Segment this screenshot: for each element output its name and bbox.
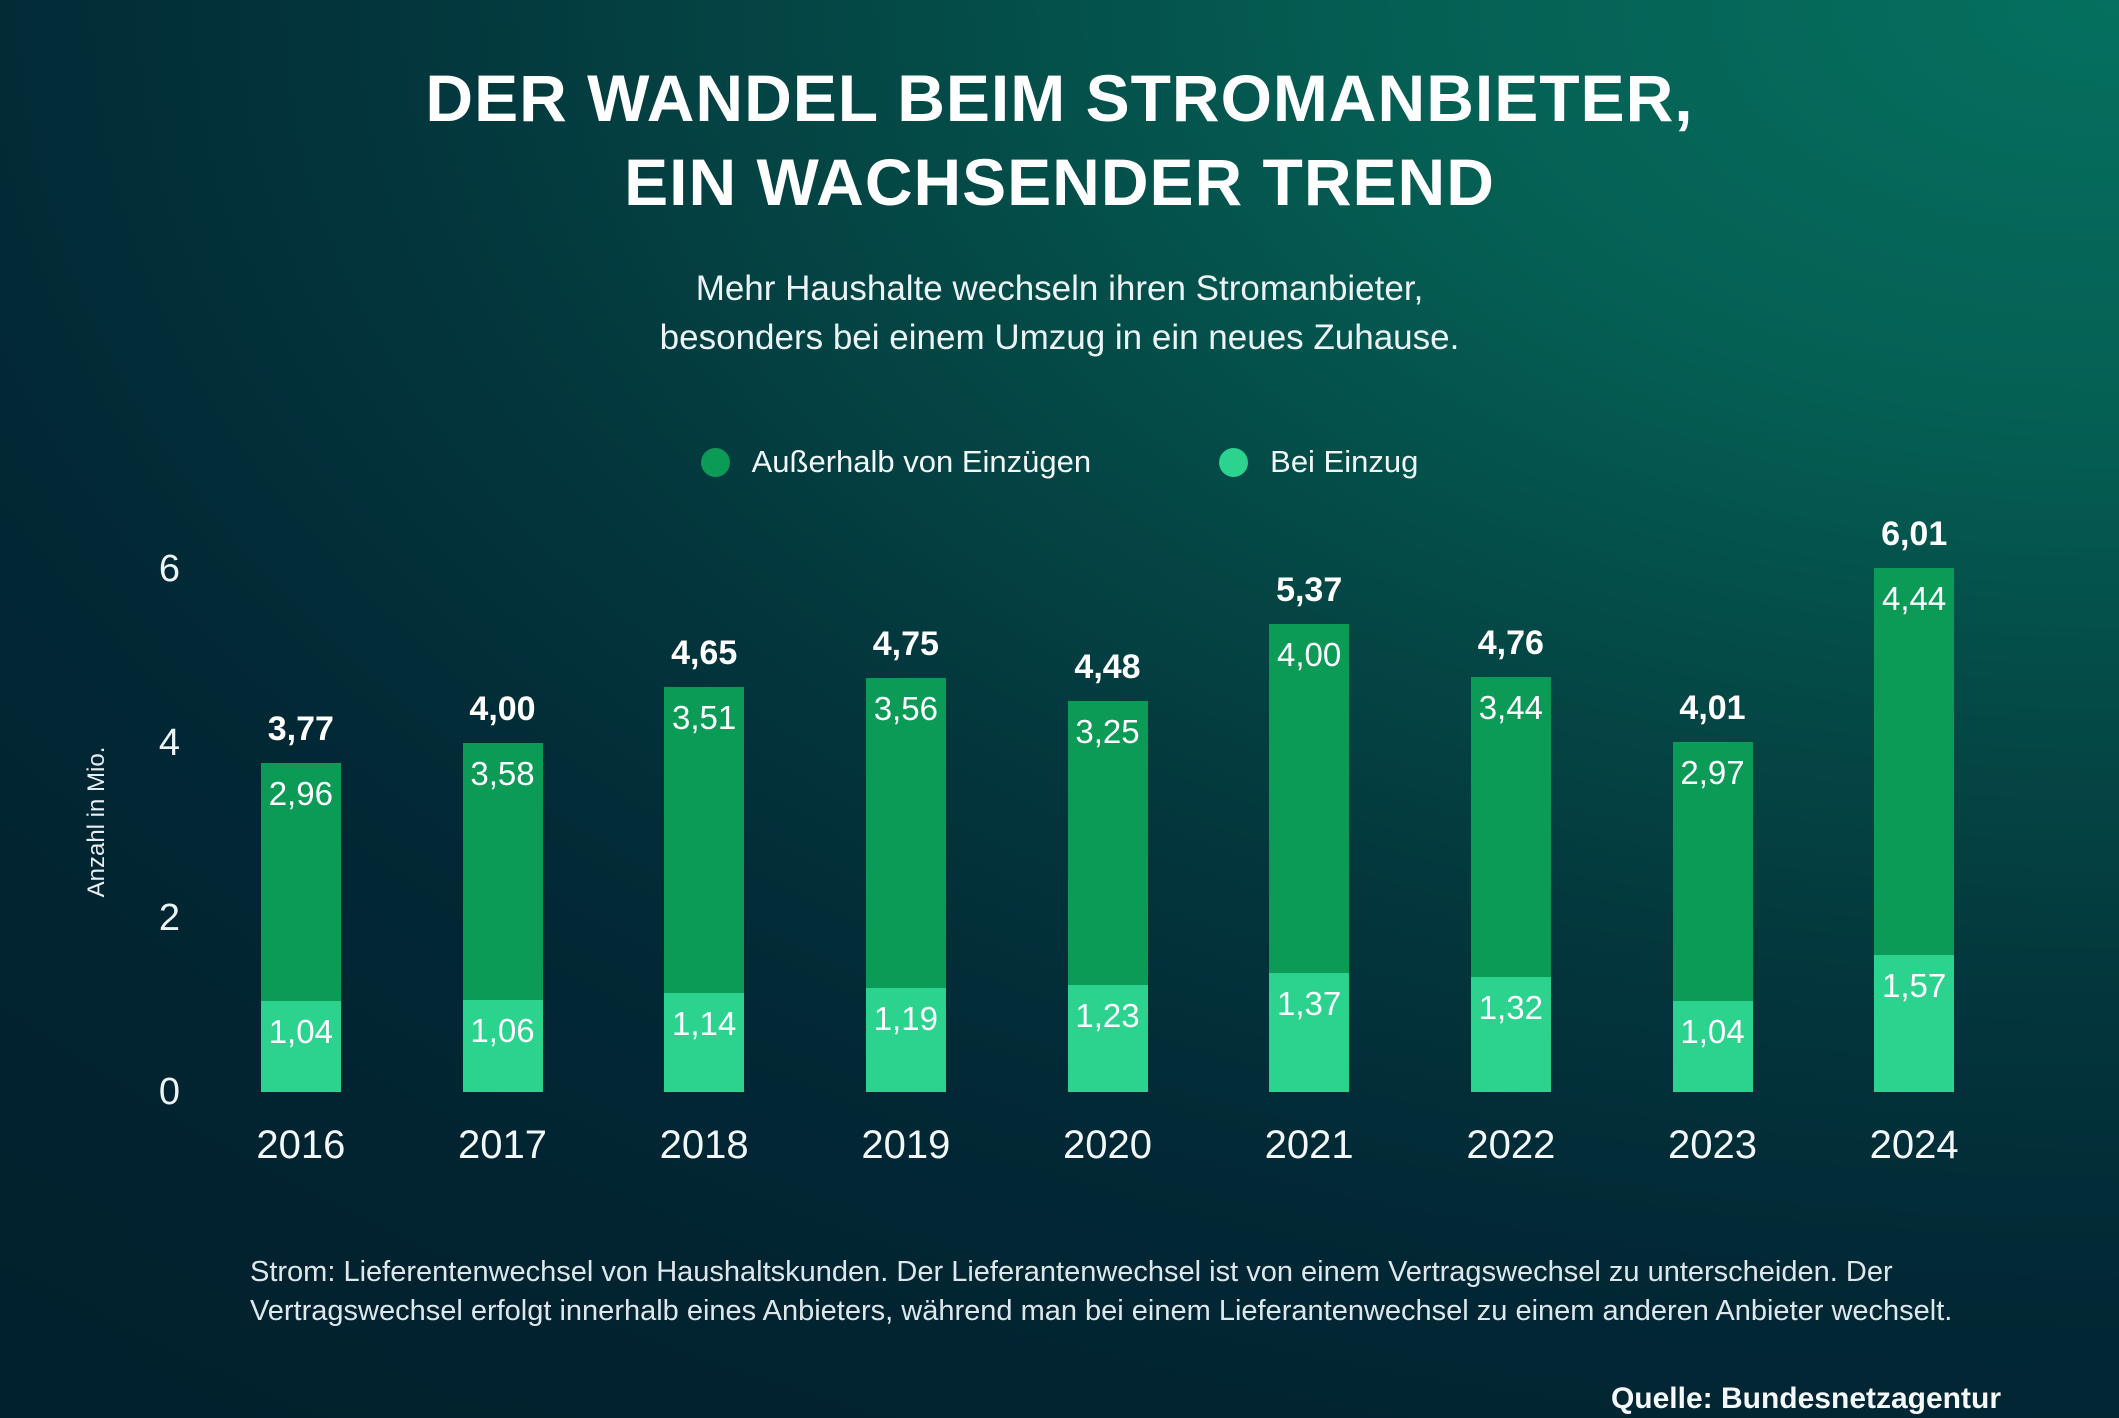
segment-einzug-2024: 1,57	[1874, 955, 1955, 1092]
segment-ausserhalb-2023: 2,97	[1672, 742, 1753, 1001]
x-axis-label-2017: 2017	[458, 1123, 547, 1167]
segment-ausserhalb-2018: 3,51	[664, 687, 745, 993]
y-tick-0: 0	[158, 1071, 180, 1113]
total-value-2019: 4,75	[872, 625, 939, 663]
y-axis-title: Anzahl in Mio.	[83, 746, 110, 898]
segment-einzug-2017: 1,06	[462, 1000, 543, 1092]
segment-einzug-2022: 1,32	[1470, 977, 1551, 1092]
source-credit: Quelle: Bundesnetzagentur	[1610, 1382, 2001, 1415]
segment-ausserhalb-value: 2,96	[268, 775, 333, 812]
total-value-2016: 3,77	[267, 710, 334, 748]
stacked-bar-2017: 3,58 1,06	[462, 743, 543, 1092]
segment-ausserhalb-value: 4,00	[1277, 636, 1342, 673]
bar-column-2023: 4,01 2,97 1,04 2023	[1618, 517, 1808, 1167]
bar-column-2017: 4,00 3,58 1,06 2017	[408, 517, 598, 1167]
subtitle-line-1: Mehr Haushalte wechseln ihren Stromanbie…	[695, 269, 1424, 308]
segment-ausserhalb-2016: 2,96	[260, 763, 341, 1001]
segment-ausserhalb-value: 3,44	[1478, 689, 1543, 726]
stacked-bar-2019: 3,56 1,19	[865, 678, 946, 1092]
header: DER WANDEL BEIM STROMANBIETER, EIN WACHSE…	[0, 0, 2119, 362]
stacked-bar-2023: 2,97 1,04	[1672, 742, 1753, 1092]
x-axis-label-2016: 2016	[256, 1123, 346, 1167]
bar-column-2016: 3,77 2,96 1,04 2016	[206, 517, 396, 1167]
page-title: DER WANDEL BEIM STROMANBIETER, EIN WACHSE…	[0, 56, 2119, 224]
total-value-2022: 4,76	[1477, 624, 1544, 662]
footnote: Strom: Lieferentenwechsel von Haushaltsk…	[250, 1253, 2010, 1331]
segment-ausserhalb-value: 3,25	[1075, 713, 1140, 750]
title-line-1: DER WANDEL BEIM STROMANBIETER,	[425, 61, 1694, 135]
bar-column-2018: 4,65 3,51 1,14 2018	[609, 517, 799, 1167]
segment-einzug-2020: 1,23	[1067, 985, 1148, 1092]
y-tick-6: 6	[158, 547, 180, 590]
segment-einzug-value: 1,04	[268, 1013, 333, 1050]
segment-einzug-2018: 1,14	[664, 993, 745, 1092]
total-value-2020: 4,48	[1074, 648, 1141, 686]
segment-einzug-value: 1,23	[1075, 997, 1140, 1034]
stacked-bar-2024: 4,44 1,57	[1874, 568, 1955, 1092]
segment-ausserhalb-value: 3,58	[470, 755, 535, 792]
segment-ausserhalb-2024: 4,44	[1874, 568, 1955, 955]
legend-dot-icon	[700, 447, 730, 477]
stacked-bar-2016: 2,96 1,04	[260, 763, 341, 1092]
x-axis-label-2019: 2019	[861, 1123, 951, 1167]
bar-column-2022: 4,76 3,44 1,32 2022	[1416, 517, 1606, 1167]
y-tick-4: 4	[158, 722, 180, 765]
plot-area: 3,77 2,96 1,04 2016 4,00 3,58 1,06 2017 4,65 3,51…	[200, 515, 2015, 1167]
x-axis-label-2022: 2022	[1466, 1123, 1556, 1167]
bar-column-2024: 6,01 4,44 1,57 2024	[1819, 515, 2009, 1167]
segment-einzug-value: 1,14	[672, 1005, 737, 1042]
segment-einzug-2016: 1,04	[260, 1001, 341, 1092]
segment-ausserhalb-value: 2,97	[1680, 754, 1745, 791]
footnote-line-1: Strom: Lieferentenwechsel von Haushaltsk…	[250, 1256, 1893, 1288]
segment-einzug-value: 1,57	[1882, 967, 1947, 1004]
x-axis-label-2024: 2024	[1869, 1123, 1959, 1167]
x-axis-label-2021: 2021	[1264, 1123, 1354, 1167]
total-value-2021: 5,37	[1276, 571, 1343, 609]
stacked-bar-2018: 3,51 1,14	[664, 687, 745, 1092]
stacked-bar-2022: 3,44 1,32	[1470, 677, 1551, 1092]
legend-dot-icon	[1219, 447, 1249, 477]
stacked-bar-2021: 4,00 1,37	[1269, 624, 1350, 1092]
bar-column-2020: 4,48 3,25 1,23 2020	[1013, 517, 1203, 1167]
total-value-2023: 4,01	[1679, 689, 1746, 727]
bar-column-2021: 5,37 4,00 1,37 2021	[1214, 517, 1404, 1167]
segment-ausserhalb-value: 4,44	[1882, 580, 1947, 617]
legend-item-1: Außerhalb von Einzügen	[700, 444, 1092, 480]
bar-column-2019: 4,75 3,56 1,19 2019	[811, 517, 1001, 1167]
segment-einzug-value: 1,32	[1478, 989, 1543, 1026]
title-line-2: EIN WACHSENDER TREND	[624, 145, 1495, 219]
segment-einzug-value: 1,04	[1680, 1013, 1745, 1050]
segment-ausserhalb-value: 3,56	[873, 690, 938, 727]
segment-ausserhalb-2021: 4,00	[1269, 624, 1350, 973]
total-value-2018: 4,65	[671, 634, 738, 672]
segment-einzug-value: 1,19	[873, 1000, 938, 1037]
total-value-2024: 6,01	[1881, 515, 1948, 553]
y-tick-2: 2	[158, 896, 180, 939]
x-axis-label-2023: 2023	[1668, 1123, 1757, 1167]
subtitle: Mehr Haushalte wechseln ihren Stromanbie…	[0, 264, 2119, 362]
segment-einzug-value: 1,37	[1277, 985, 1342, 1022]
segment-ausserhalb-2022: 3,44	[1470, 677, 1551, 977]
segment-ausserhalb-2019: 3,56	[865, 678, 946, 988]
x-axis-label-2020: 2020	[1063, 1123, 1152, 1167]
segment-ausserhalb-2020: 3,25	[1067, 701, 1148, 985]
segment-ausserhalb-value: 3,51	[672, 699, 737, 736]
total-value-2017: 4,00	[469, 690, 536, 728]
legend-item-label: Bei Einzug	[1270, 444, 1419, 479]
stacked-bar-2020: 3,25 1,23	[1067, 701, 1148, 1092]
subtitle-line-2: besonders bei einem Umzug in ein neues Z…	[659, 318, 1460, 357]
footnote-line-2: Vertragswechsel erfolgt innerhalb eines …	[250, 1295, 1953, 1327]
y-axis-ticks: 6 4 2 0	[110, 517, 180, 1111]
legend-item-label: Außerhalb von Einzügen	[751, 444, 1092, 479]
segment-einzug-2023: 1,04	[1672, 1001, 1753, 1092]
segment-ausserhalb-2017: 3,58	[462, 743, 543, 1000]
segment-einzug-2019: 1,19	[865, 988, 946, 1092]
segment-einzug-value: 1,06	[470, 1012, 535, 1049]
legend: Außerhalb von Einzügen Bei Einzug	[0, 444, 2119, 480]
x-axis-label-2018: 2018	[659, 1123, 749, 1167]
segment-einzug-2021: 1,37	[1269, 973, 1350, 1092]
legend-item-2: Bei Einzug	[1219, 444, 1418, 480]
